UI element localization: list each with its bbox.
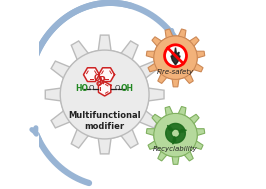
Polygon shape — [146, 29, 205, 87]
Polygon shape — [84, 68, 99, 81]
Polygon shape — [98, 82, 111, 96]
Polygon shape — [146, 106, 205, 164]
Polygon shape — [171, 48, 180, 65]
Text: Multifunctional
modifier: Multifunctional modifier — [68, 111, 141, 131]
Polygon shape — [166, 127, 174, 143]
Circle shape — [60, 50, 149, 139]
Text: O: O — [115, 85, 120, 91]
Circle shape — [165, 45, 186, 67]
Text: P: P — [98, 76, 105, 85]
Polygon shape — [99, 68, 114, 81]
Circle shape — [154, 113, 197, 157]
Text: O: O — [93, 74, 100, 83]
Text: Recyclability: Recyclability — [153, 146, 198, 152]
Text: O: O — [89, 85, 94, 91]
Text: HO: HO — [75, 84, 88, 93]
Text: OH: OH — [120, 84, 134, 93]
Text: O: O — [96, 81, 102, 87]
Polygon shape — [168, 125, 173, 131]
Polygon shape — [179, 129, 186, 132]
Polygon shape — [173, 137, 176, 144]
Polygon shape — [169, 123, 185, 132]
Circle shape — [154, 36, 197, 79]
Text: Fire-safety: Fire-safety — [157, 69, 194, 75]
Polygon shape — [174, 132, 185, 143]
Polygon shape — [45, 35, 164, 154]
